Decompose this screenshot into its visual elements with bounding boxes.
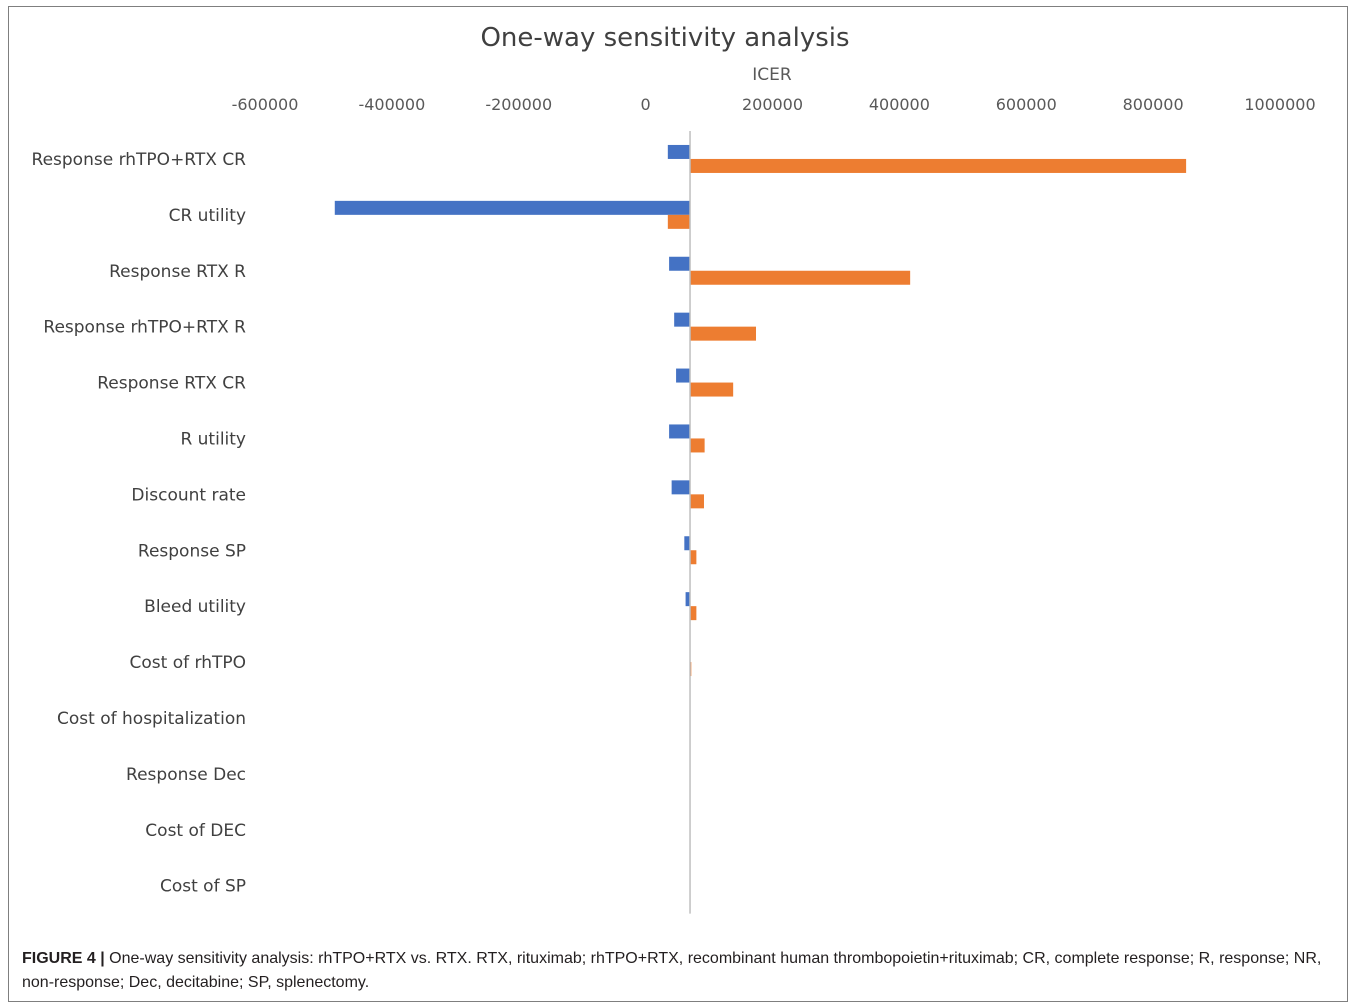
category-label: Response Dec: [126, 765, 246, 785]
category-label: Response SP: [138, 541, 246, 561]
x-tick-label: 800000: [1123, 95, 1184, 114]
x-tick-label: 400000: [869, 95, 930, 114]
bar-high-0: [690, 158, 1187, 173]
bar-high-2: [690, 270, 911, 285]
tornado-chart: One-way sensitivity analysis ICER -60000…: [32, 23, 1316, 914]
category-label: Response rhTPO+RTX R: [43, 318, 246, 338]
category-label: Cost of DEC: [145, 821, 246, 841]
x-tick-label: -600000: [232, 95, 299, 114]
x-axis-ticks: -600000 -400000 -200000 0 200000 400000 600000…: [232, 95, 1316, 114]
category-label: Bleed utility: [144, 597, 246, 617]
bar-high-7: [690, 550, 697, 565]
bar-low-0: [667, 144, 691, 159]
x-tick-label: -200000: [485, 95, 552, 114]
bar-high-5: [690, 438, 705, 453]
category-label: R utility: [180, 429, 246, 449]
x-tick-label: -400000: [358, 95, 425, 114]
chart-title: One-way sensitivity analysis: [480, 23, 849, 53]
x-axis-label: ICER: [752, 65, 792, 85]
bar-low-6: [671, 480, 691, 495]
bar-high-8: [690, 606, 697, 621]
bar-low-1: [334, 200, 691, 215]
figure-caption: FIGURE 4 | One-way sensitivity analysis:…: [22, 947, 1332, 995]
category-label: Cost of SP: [160, 877, 246, 897]
x-tick-label: 1000000: [1244, 95, 1315, 114]
category-label: Response rhTPO+RTX CR: [32, 150, 247, 170]
bar-high-1: [667, 214, 691, 229]
category-label: Response RTX CR: [97, 374, 246, 394]
bar-low-5: [669, 424, 691, 439]
caption-text: One-way sensitivity analysis: rhTPO+RTX …: [22, 950, 1322, 991]
x-tick-label: 200000: [742, 95, 803, 114]
bar-low-4: [676, 368, 691, 383]
x-tick-label: 0: [641, 95, 651, 114]
figure-label: FIGURE 4 |: [22, 950, 105, 967]
y-axis-labels: Response rhTPO+RTX CR CR utility Response …: [32, 150, 247, 897]
category-label: Response RTX R: [109, 262, 246, 282]
bar-high-3: [690, 326, 757, 341]
bar-low-7: [684, 536, 691, 551]
bar-low-2: [669, 256, 691, 271]
figure-frame: [8, 6, 1348, 1002]
category-label: Discount rate: [131, 485, 246, 505]
bar-low-3: [674, 312, 691, 327]
bar-low-8: [685, 592, 691, 607]
category-label: Cost of rhTPO: [130, 653, 246, 673]
bar-high-6: [690, 494, 704, 509]
x-tick-label: 600000: [996, 95, 1057, 114]
bars: [334, 144, 1187, 677]
category-label: CR utility: [169, 206, 246, 226]
category-label: Cost of hospitalization: [57, 709, 246, 729]
bar-high-4: [690, 382, 734, 397]
